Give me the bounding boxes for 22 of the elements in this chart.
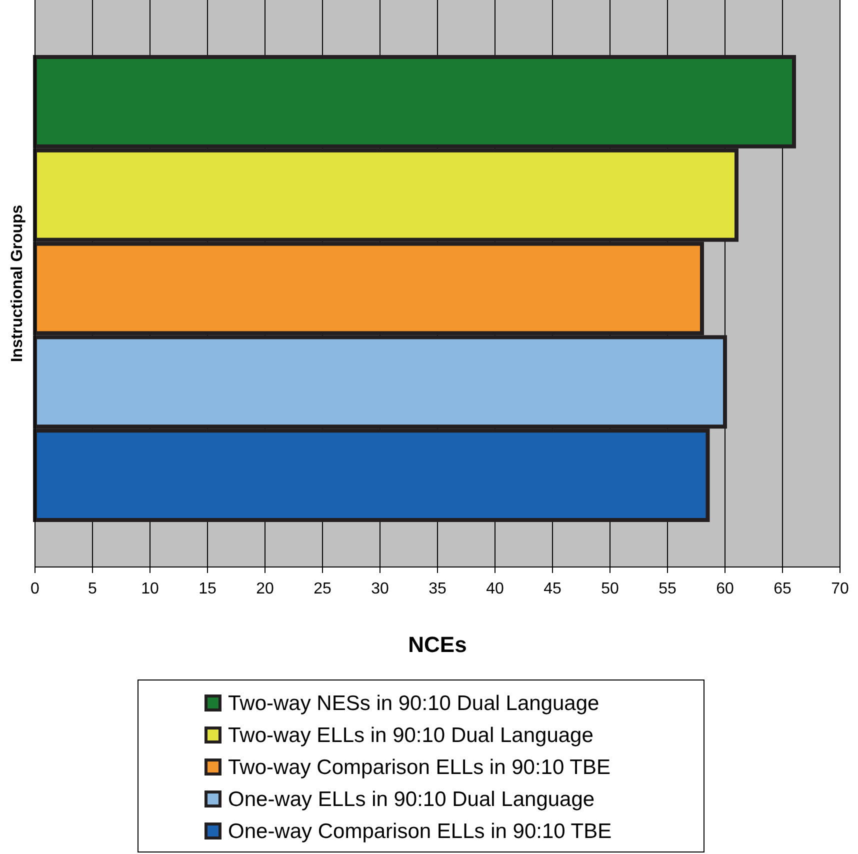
x-tick-label: 70 <box>831 580 849 598</box>
x-tick-label: 40 <box>486 580 504 598</box>
x-tick-label: 0 <box>30 580 40 598</box>
legend-label: One-way Comparison ELLs in 90:10 TBE <box>228 820 612 843</box>
x-tick-label: 45 <box>544 580 562 598</box>
x-tick-label: 30 <box>371 580 389 598</box>
x-axis-title: NCEs <box>408 632 467 657</box>
x-tick-label: 50 <box>601 580 619 598</box>
x-tick-label: 35 <box>428 580 446 598</box>
x-tick-label: 5 <box>88 580 98 598</box>
legend-label: Two-way NESs in 90:10 Dual Language <box>228 692 600 715</box>
x-tick-label: 10 <box>141 580 159 598</box>
legend-label: Two-way ELLs in 90:10 Dual Language <box>228 724 594 747</box>
x-tick-label: 15 <box>198 580 216 598</box>
x-tick-label: 25 <box>314 580 332 598</box>
legend-label: One-way ELLs in 90:10 Dual Language <box>228 788 595 811</box>
x-tick-label: 20 <box>256 580 274 598</box>
x-tick-label: 55 <box>658 580 676 598</box>
x-tick-label: 60 <box>716 580 734 598</box>
y-axis-title: Instructional Groups <box>9 204 26 362</box>
x-tick-label: 65 <box>774 580 792 598</box>
legend-label: Two-way Comparison ELLs in 90:10 TBE <box>228 756 610 779</box>
